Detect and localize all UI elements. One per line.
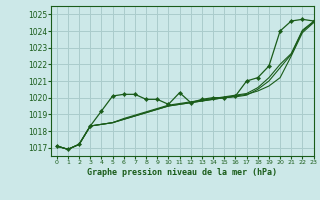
X-axis label: Graphe pression niveau de la mer (hPa): Graphe pression niveau de la mer (hPa) xyxy=(87,168,277,177)
